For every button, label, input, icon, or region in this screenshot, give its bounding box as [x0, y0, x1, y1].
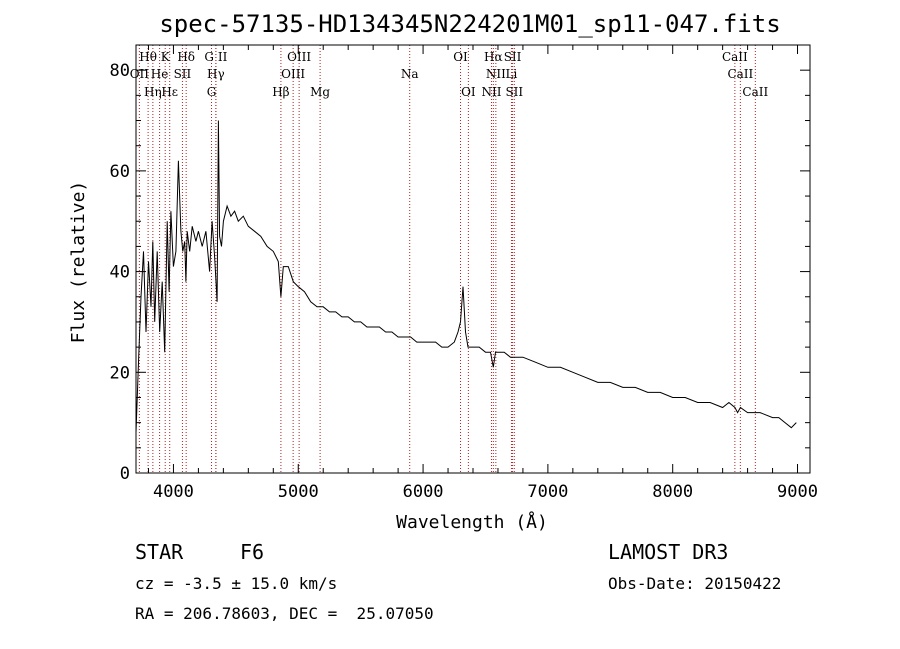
observation-date: Obs-Date: 20150422 — [608, 574, 782, 593]
x-axis-label: Wavelength (Å) — [396, 511, 548, 533]
y-tick-label: 20 — [110, 363, 130, 383]
line-marker-label: Hβ — [272, 85, 289, 99]
line-marker-label: CaII — [727, 67, 753, 81]
line-marker-label: Hθ — [139, 50, 157, 64]
line-marker-label: Mg — [310, 85, 330, 99]
line-marker-label: Hη — [144, 85, 162, 99]
y-axis-label: Flux (relative) — [68, 181, 89, 344]
line-marker-label: NII — [481, 85, 501, 99]
x-tick-label: 6000 — [403, 482, 444, 502]
line-marker-label: Hα — [484, 50, 503, 64]
line-marker-label: NII — [486, 67, 506, 81]
redshift-cz: cz = -3.5 ± 15.0 km/s — [135, 574, 338, 593]
chart-title: spec-57135-HD134345N224201M01_sp11-047.f… — [159, 10, 780, 38]
line-marker-label: OIII — [281, 67, 305, 81]
y-tick-label: 80 — [110, 61, 130, 81]
object-subclass: F6 — [240, 540, 265, 564]
y-tick-label: 0 — [120, 464, 130, 484]
line-marker-label: CaII — [742, 85, 768, 99]
x-tick-label: 4000 — [153, 482, 194, 502]
line-marker-label: Li — [506, 67, 518, 81]
object-class: STAR — [135, 540, 184, 564]
line-marker-label: SII — [505, 85, 523, 99]
line-marker-label: CaII — [722, 50, 748, 64]
survey-name: LAMOST DR3 — [608, 540, 729, 564]
x-tick-label: 9000 — [777, 482, 818, 502]
line-marker-label: K — [161, 50, 171, 64]
line-marker-label: Na — [401, 67, 419, 81]
line-marker-label: OI — [461, 85, 476, 99]
x-tick-label: 7000 — [527, 482, 568, 502]
plot-frame — [135, 44, 811, 474]
line-marker-label: OIII — [287, 50, 311, 64]
line-marker-label: G II — [204, 50, 227, 64]
line-marker-label: Hγ — [207, 67, 225, 81]
y-tick-label: 40 — [110, 263, 130, 283]
line-marker-label: Hδ — [177, 50, 195, 64]
line-marker-label: Hε — [161, 85, 178, 99]
line-marker-label: SII — [174, 67, 192, 81]
line-marker-label: SII — [504, 50, 522, 64]
y-tick-label: 60 — [110, 162, 130, 182]
line-marker-label: G — [207, 85, 217, 99]
x-tick-label: 5000 — [278, 482, 319, 502]
line-markers — [138, 45, 756, 473]
sky-coordinates: RA = 206.78603, DEC = 25.07050 — [135, 604, 434, 623]
line-marker-label: OI — [453, 50, 468, 64]
axis-ticks: 4000 5000 6000 7000 8000 9000 0 20 40 60 80 — [110, 44, 818, 502]
line-marker-label: He — [151, 67, 169, 81]
line-marker-label: OII — [130, 67, 150, 81]
x-tick-label: 8000 — [652, 482, 693, 502]
spectrum-line — [135, 120, 797, 433]
